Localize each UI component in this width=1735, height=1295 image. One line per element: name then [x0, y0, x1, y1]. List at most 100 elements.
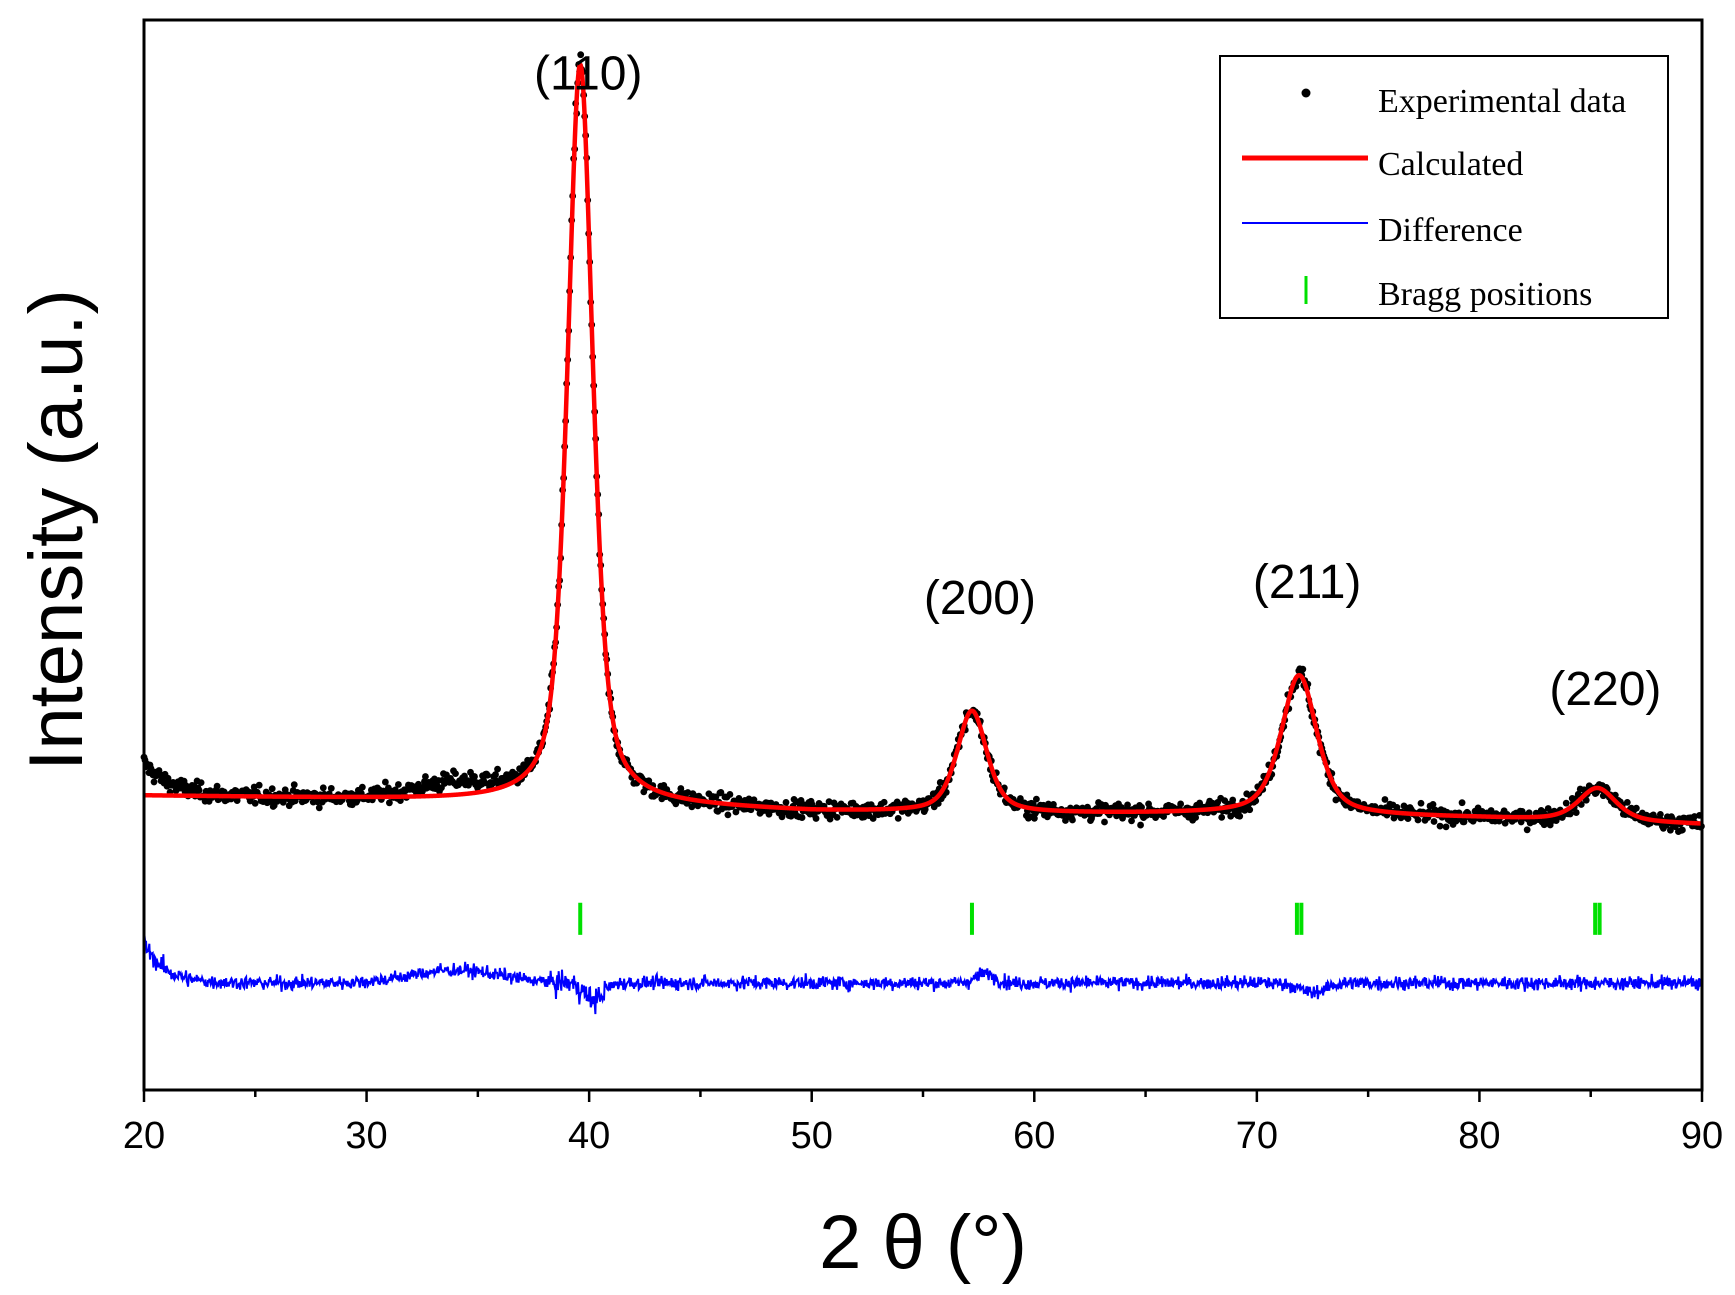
experimental-point — [894, 814, 902, 822]
experimental-point — [1128, 817, 1135, 825]
experimental-point — [1623, 798, 1631, 806]
experimental-point — [1632, 804, 1640, 812]
experimental-point — [1429, 800, 1437, 808]
experimental-point — [1137, 821, 1144, 829]
experimental-point — [494, 765, 501, 773]
experimental-point — [381, 778, 389, 786]
experimental-point — [1404, 815, 1412, 823]
x-tick-label: 90 — [1681, 1115, 1723, 1157]
experimental-point — [1192, 814, 1200, 821]
legend-label-calculated: Calculated — [1378, 146, 1523, 183]
legend: Experimental data Calculated Difference … — [1219, 55, 1669, 319]
x-axis-title: 2 θ (°) — [819, 1200, 1027, 1285]
x-tick-label: 20 — [123, 1115, 165, 1157]
experimental-point — [717, 789, 725, 796]
experimental-point — [197, 779, 205, 787]
x-axis-ticks: 20 30 40 50 60 70 80 90 — [123, 1090, 1723, 1157]
experimental-point — [1177, 800, 1185, 808]
experimental-point — [422, 773, 429, 780]
experimental-point — [492, 771, 499, 778]
experimental-point — [1031, 814, 1038, 822]
x-tick-label: 50 — [791, 1115, 833, 1157]
experimental-point — [385, 799, 393, 807]
experimental-point — [1572, 809, 1580, 816]
experimental-point — [1218, 813, 1226, 821]
experimental-point — [732, 808, 740, 816]
calculated-series — [142, 62, 1704, 826]
experimental-point — [1299, 665, 1307, 673]
experimental-point — [1679, 826, 1686, 834]
legend-label-experimental: Experimental data — [1378, 83, 1626, 120]
experimental-point — [1523, 826, 1531, 834]
x-tick-label: 60 — [1013, 1115, 1055, 1157]
experimental-point — [798, 814, 806, 821]
y-axis-title: Intensity (a.u.) — [14, 289, 99, 771]
legend-label-difference: Difference — [1378, 212, 1523, 249]
x-tick-label: 30 — [345, 1115, 387, 1157]
experimental-point — [1436, 822, 1444, 830]
experimental-point — [452, 770, 459, 777]
experimental-point — [195, 786, 203, 794]
peak-labels: (110) (200) (211) (220) — [534, 48, 1661, 716]
experimental-point — [315, 804, 323, 812]
experimental-point — [1517, 818, 1525, 826]
x-tick-label: 80 — [1458, 1115, 1500, 1157]
experimental-point — [726, 791, 734, 798]
experimental-point — [1582, 796, 1590, 804]
experimental-point — [1069, 816, 1076, 824]
experimental-point — [1138, 803, 1145, 811]
experimental-point — [869, 815, 877, 822]
experimental-point — [724, 811, 732, 819]
experimental-point — [1246, 806, 1254, 814]
experimental-point — [471, 773, 478, 780]
experimental-point — [880, 798, 888, 806]
experimental-point — [1229, 796, 1237, 804]
experimental-point — [1656, 810, 1664, 818]
x-tick-label: 40 — [568, 1115, 610, 1157]
experimental-point — [645, 777, 653, 785]
difference-curve — [143, 933, 1703, 1015]
experimental-point — [268, 785, 276, 793]
experimental-point — [290, 781, 298, 789]
experimental-point — [1414, 816, 1422, 824]
experimental-point — [1381, 796, 1389, 803]
legend-label-bragg: Bragg positions — [1378, 276, 1592, 313]
experimental-point — [1033, 795, 1040, 803]
peak-label: (200) — [924, 572, 1036, 625]
experimental-point — [1393, 803, 1401, 811]
experimental-point — [808, 800, 816, 808]
experimental-point — [1442, 823, 1450, 831]
experimental-point — [1160, 813, 1167, 820]
experimental-point — [1525, 809, 1533, 817]
experimental-point — [395, 781, 402, 788]
experimental-point — [1236, 812, 1244, 820]
experimental-point — [213, 782, 221, 790]
experimental-point — [812, 815, 820, 822]
calculated-curve — [142, 62, 1704, 826]
experimental-point — [1124, 801, 1131, 809]
experimental-point — [1050, 801, 1057, 808]
bragg-positions-series — [578, 902, 1602, 935]
experimental-point — [327, 784, 335, 792]
experimental-point — [1566, 810, 1574, 818]
experimental-point — [1487, 807, 1495, 814]
experimental-point — [1101, 818, 1108, 826]
experimental-point — [782, 799, 790, 806]
x-tick-label: 70 — [1236, 1115, 1278, 1157]
peak-label: (110) — [534, 48, 643, 101]
experimental-point — [150, 778, 158, 786]
experimental-point — [1562, 799, 1570, 807]
experimental-point — [577, 51, 585, 59]
peak-label: (220) — [1549, 663, 1661, 716]
difference-series — [143, 933, 1703, 1015]
experimental-point — [1417, 799, 1425, 807]
legend-box — [1219, 55, 1669, 319]
experimental-point — [251, 799, 259, 807]
peak-label: (211) — [1253, 556, 1362, 609]
experimental-point — [677, 785, 685, 792]
experimental-point — [1430, 818, 1438, 825]
experimental-point — [319, 784, 327, 792]
experimental-point — [358, 783, 366, 791]
experimental-point — [833, 814, 841, 821]
